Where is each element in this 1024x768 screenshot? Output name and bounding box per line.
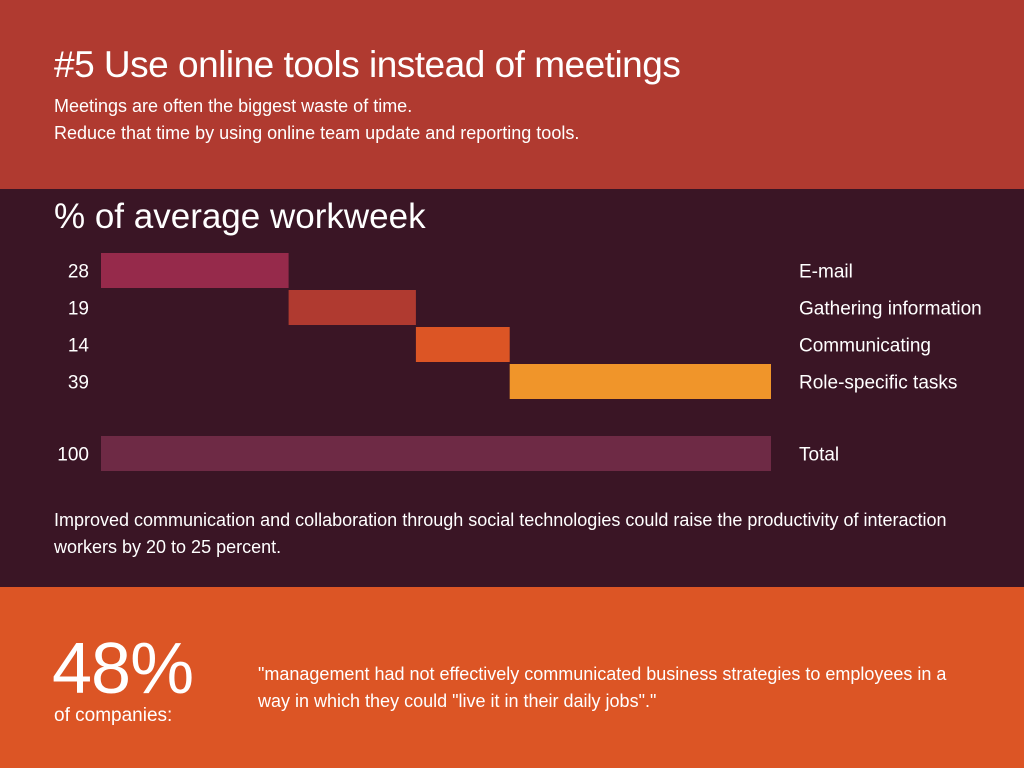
bar-3 bbox=[509, 364, 771, 399]
bar-0 bbox=[101, 253, 289, 288]
stat-quote: "management had not effectively communic… bbox=[258, 664, 947, 711]
bar-2 bbox=[415, 327, 510, 362]
chart-band: % of average workweek 28 E-mail 19 Gatherin… bbox=[0, 189, 1024, 587]
bar-total bbox=[101, 436, 771, 471]
category-label-total: Total bbox=[799, 445, 839, 466]
bar-1 bbox=[288, 290, 416, 325]
page-subtitle: Meetings are often the biggest waste of … bbox=[54, 93, 579, 147]
stat-value: 48% bbox=[52, 629, 194, 709]
value-label-1: 19 bbox=[68, 299, 89, 320]
workweek-chart: 28 E-mail 19 Gathering information 14 Communi… bbox=[57, 253, 982, 471]
stat-band: 48% of companies: "management had not ef… bbox=[0, 587, 1024, 768]
chart-title: % of average workweek bbox=[54, 197, 426, 236]
productivity-note: Improved communication and collaboration… bbox=[54, 510, 947, 557]
category-label-0: E-mail bbox=[799, 262, 853, 283]
subtitle-line-2: Reduce that time by using online team up… bbox=[54, 123, 580, 143]
category-label-2: Communicating bbox=[799, 336, 931, 357]
value-label-0: 28 bbox=[68, 262, 89, 283]
category-label-3: Role-specific tasks bbox=[799, 373, 957, 394]
stat-label: of companies: bbox=[54, 705, 173, 726]
header-band: #5 Use online tools instead of meetings … bbox=[0, 0, 1024, 189]
value-label-2: 14 bbox=[68, 336, 90, 357]
value-label-3: 39 bbox=[68, 373, 89, 394]
category-label-1: Gathering information bbox=[799, 299, 982, 320]
page-title: #5 Use online tools instead of meetings bbox=[54, 44, 681, 85]
subtitle-line-1: Meetings are often the biggest waste of … bbox=[54, 96, 413, 116]
value-label-total: 100 bbox=[57, 445, 89, 466]
